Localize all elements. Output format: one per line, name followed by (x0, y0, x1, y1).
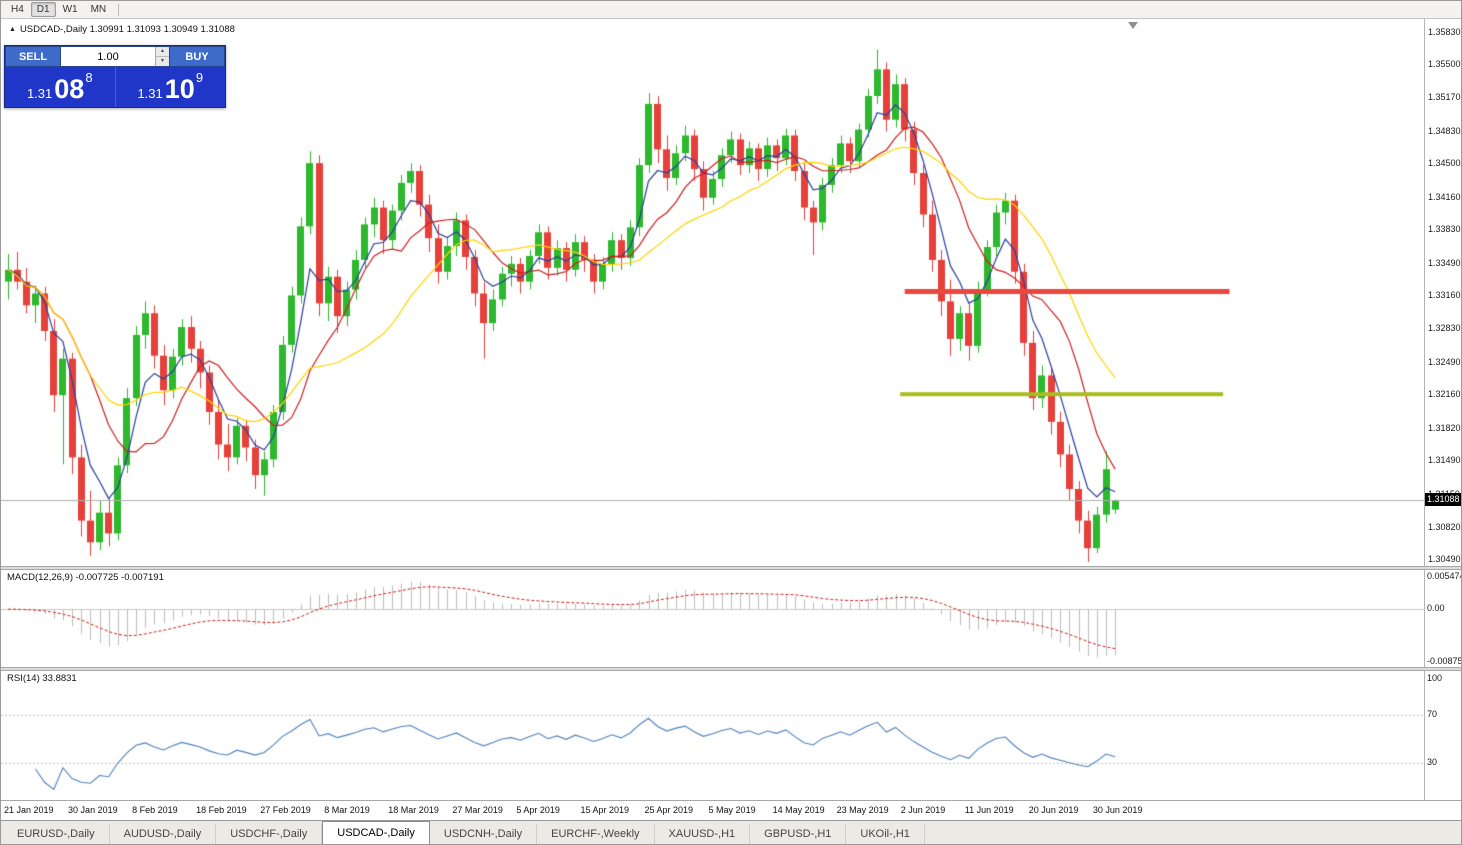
chart-tab-eurusd-daily[interactable]: EURUSD-,Daily (3, 824, 110, 844)
sell-price-pip-digit: 8 (85, 70, 93, 85)
price-tick: 1.32160 (1428, 389, 1461, 400)
price-tick: 1.34830 (1428, 125, 1461, 136)
price-tick: 1.32490 (1428, 356, 1461, 367)
volume-input[interactable]: 1.00 ▲ ▼ (61, 46, 169, 67)
time-axis-label: 8 Mar 2019 (324, 805, 370, 815)
toolbar-separator (118, 3, 120, 16)
time-axis-label: 5 May 2019 (708, 805, 756, 815)
time-axis-label: 27 Mar 2019 (452, 805, 503, 815)
time-axis-label: 18 Mar 2019 (388, 805, 439, 815)
pane-resize-handle[interactable] (1, 667, 1461, 671)
price-tick: 1.33490 (1428, 257, 1461, 268)
chart-title-text: USDCAD-,Daily 1.30991 1.31093 1.30949 1.… (19, 24, 235, 35)
volume-decrease-icon[interactable]: ▼ (156, 57, 169, 66)
timeframe-h4-button[interactable]: H4 (11, 4, 24, 15)
time-axis-row: 21 Jan 2019 30 Jan 2019 8 Feb 2019 18 Feb 2… (1, 800, 1461, 820)
rsi-chart-canvas[interactable] (1, 671, 1424, 800)
time-axis-label: 23 May 2019 (836, 805, 889, 815)
chart-title-marker-icon: ▲ (9, 26, 16, 33)
time-axis-label: 27 Feb 2019 (260, 805, 311, 815)
timeframe-w1-button[interactable]: W1 (62, 4, 78, 15)
sell-price[interactable]: 1.31 08 8 (5, 67, 116, 107)
time-axis-label: 14 May 2019 (772, 805, 825, 815)
price-tick: 1.32830 (1428, 323, 1461, 334)
price-tick: 1.31490 (1428, 455, 1461, 466)
buy-button[interactable]: BUY (169, 46, 225, 67)
pane-resize-handle[interactable] (1, 566, 1461, 570)
price-tick: 1.34160 (1428, 191, 1461, 202)
price-axis[interactable]: 1.31088 1.35830 1.35500 1.35170 1.34830 1.34… (1425, 19, 1461, 566)
time-axis-label: 18 Feb 2019 (196, 805, 247, 815)
chart-tab-usdcnh-daily[interactable]: USDCNH-,Daily (430, 824, 538, 844)
timeframe-toolbar: H4 D1 W1 MN (1, 1, 1461, 19)
price-tick: 1.30820 (1428, 521, 1461, 532)
macd-axis-zero: 0.00 (1427, 603, 1445, 613)
chart-shift-marker-icon[interactable] (1128, 22, 1138, 29)
macd-chart-canvas[interactable] (1, 570, 1424, 667)
price-tick: 1.35830 (1428, 26, 1461, 37)
macd-axis-max: 0.005474 (1427, 571, 1462, 581)
chart-tab-usdcad-daily[interactable]: USDCAD-,Daily (322, 821, 430, 844)
one-click-trading-panel: SELL 1.00 ▲ ▼ BUY 1.31 08 8 1 (4, 45, 226, 108)
macd-axis-min: -0.008752 (1427, 656, 1461, 666)
sell-button[interactable]: SELL (5, 46, 61, 67)
rsi-axis[interactable]: 100 70 30 (1425, 671, 1461, 800)
price-tick: 1.35500 (1428, 59, 1461, 70)
rsi-axis-70: 70 (1427, 709, 1438, 719)
chart-tab-gbpusd-h1[interactable]: GBPUSD-,H1 (750, 824, 847, 844)
time-axis-label: 11 Jun 2019 (964, 805, 1014, 815)
time-axis-label: 20 Jun 2019 (1028, 805, 1079, 815)
volume-value: 1.00 (97, 50, 119, 63)
chart-tab-xauusd-h1[interactable]: XAUUSD-,H1 (655, 824, 751, 844)
price-tick: 1.30490 (1428, 554, 1461, 565)
macd-label: MACD(12,26,9) -0.007725 -0.007191 (7, 572, 164, 583)
chart-tab-usdchf-daily[interactable]: USDCHF-,Daily (216, 824, 323, 844)
buy-price[interactable]: 1.31 10 9 (116, 67, 226, 107)
time-axis-label: 30 Jan 2019 (68, 805, 118, 815)
price-chart-pane[interactable]: ▲ USDCAD-,Daily 1.30991 1.31093 1.30949 … (1, 19, 1425, 566)
chart-tab-audusd-daily[interactable]: AUDUSD-,Daily (110, 824, 217, 844)
chart-tabs-bar: EURUSD-,Daily AUDUSD-,Daily USDCHF-,Daily U… (1, 820, 1461, 844)
price-tick: 1.34500 (1428, 158, 1461, 169)
rsi-axis-100: 100 (1427, 673, 1443, 683)
time-axis-label: 2 Jun 2019 (900, 805, 946, 815)
price-tick: 1.33830 (1428, 224, 1461, 235)
rsi-pane[interactable]: RSI(14) 33.8831 (1, 671, 1425, 800)
time-axis-label: 5 Apr 2019 (516, 805, 560, 815)
time-axis-label: 25 Apr 2019 (644, 805, 694, 815)
macd-pane[interactable]: MACD(12,26,9) -0.007725 -0.007191 (1, 570, 1425, 667)
sell-price-prefix: 1.31 (26, 86, 53, 101)
buy-price-big-digits: 10 (164, 74, 195, 105)
buy-price-pip-digit: 9 (195, 70, 204, 85)
price-tick: 1.35170 (1428, 92, 1461, 102)
timeframe-mn-button[interactable]: MN (90, 4, 107, 15)
macd-axis[interactable]: 0.005474 0.00 -0.008752 (1425, 570, 1461, 667)
chart-tab-eurchf-weekly[interactable]: EURCHF-,Weekly (537, 824, 655, 844)
price-tick: 1.31820 (1428, 422, 1461, 433)
time-axis-label: 15 Apr 2019 (580, 805, 629, 815)
rsi-axis-30: 30 (1427, 757, 1438, 767)
sell-price-big-digits: 08 (54, 74, 85, 105)
buy-price-prefix: 1.31 (137, 86, 163, 101)
timeframe-d1-button[interactable]: D1 (30, 2, 56, 17)
chart-ohlc-title: ▲ USDCAD-,Daily 1.30991 1.31093 1.30949 … (9, 24, 235, 35)
time-axis-label: 21 Jan 2019 (4, 805, 54, 815)
axis-corner (1425, 801, 1461, 820)
chart-tab-ukoil-h1[interactable]: UKOil-,H1 (846, 824, 925, 844)
current-price-tag: 1.31088 (1425, 493, 1461, 507)
volume-stepper: ▲ ▼ (155, 47, 169, 66)
time-axis[interactable]: 21 Jan 2019 30 Jan 2019 8 Feb 2019 18 Feb 2… (1, 801, 1425, 820)
candlestick-chart-canvas[interactable] (1, 19, 1424, 566)
time-axis-label: 8 Feb 2019 (132, 805, 178, 815)
rsi-label: RSI(14) 33.8831 (7, 673, 77, 684)
time-axis-label: 30 Jun 2019 (1092, 805, 1143, 815)
price-tick: 1.33160 (1428, 290, 1461, 301)
volume-increase-icon[interactable]: ▲ (156, 47, 169, 57)
